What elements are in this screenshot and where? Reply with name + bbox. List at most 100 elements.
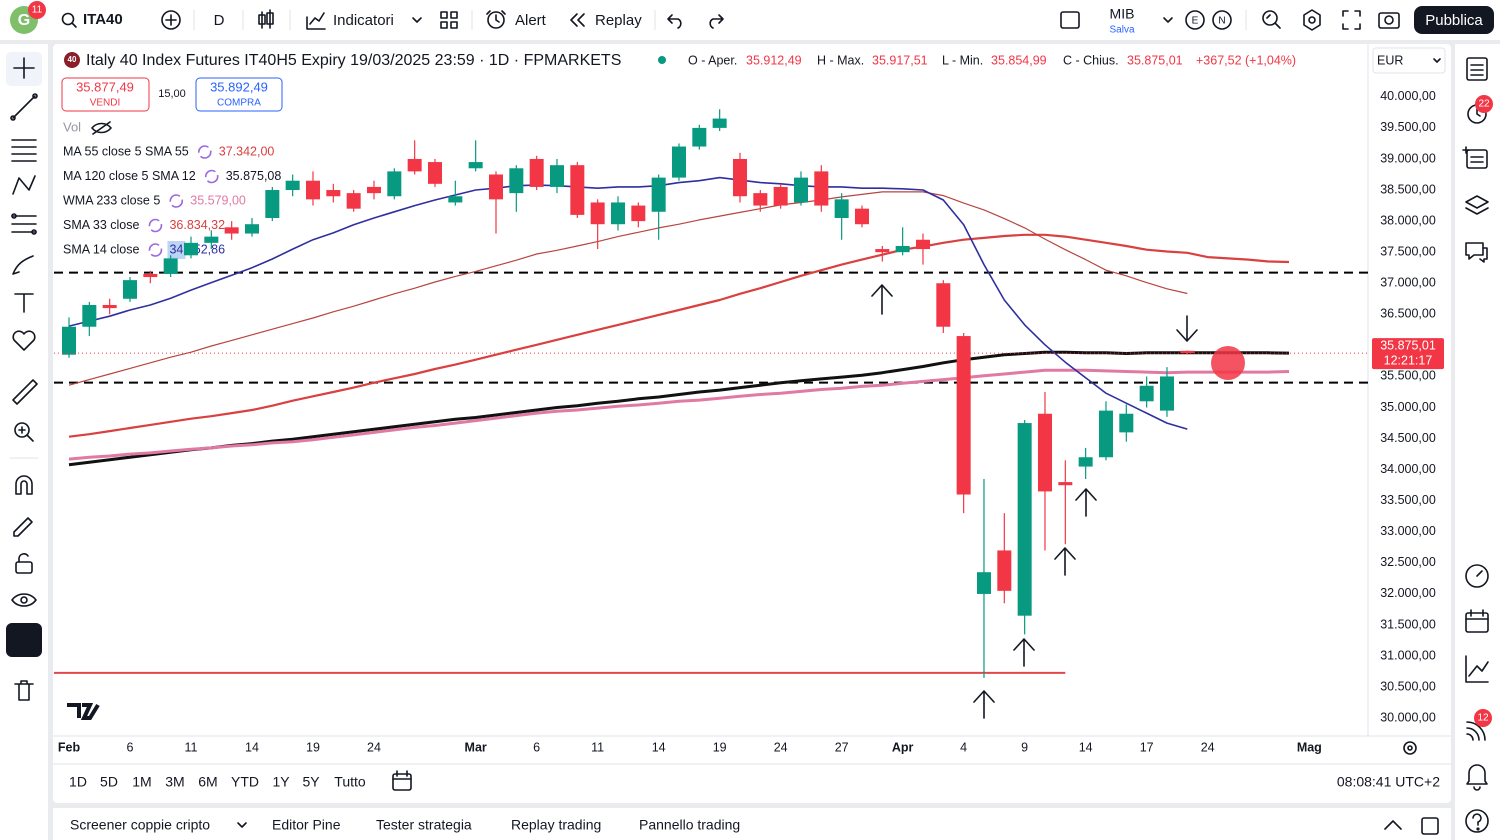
- redo[interactable]: [709, 14, 724, 29]
- earnings-toggle[interactable]: E: [1185, 10, 1205, 30]
- lock-tool[interactable]: [18, 553, 29, 563]
- redo[interactable]: [709, 14, 724, 29]
- settings[interactable]: [1303, 9, 1321, 31]
- templates[interactable]: [440, 11, 448, 19]
- layout-menu[interactable]: Salva: [1109, 25, 1134, 36]
- alert-button[interactable]: Alert: [486, 10, 547, 29]
- chart-type[interactable]: [266, 12, 274, 25]
- symbol-search[interactable]: ITA40: [61, 11, 123, 28]
- magnet-tool[interactable]: [15, 475, 33, 495]
- drawing-mode-tool[interactable]: [13, 517, 33, 537]
- indicator-name[interactable]: SMA 33 close: [63, 218, 139, 232]
- pattern-tool[interactable]: [12, 175, 36, 195]
- drawing-mode-tool[interactable]: [13, 517, 33, 537]
- magnet-tool[interactable]: [15, 475, 33, 495]
- crosshair-tool[interactable]: [13, 57, 35, 79]
- replay-button[interactable]: Replay: [570, 12, 642, 29]
- projection-tool[interactable]: [11, 213, 37, 235]
- fullscreen[interactable]: [1342, 10, 1361, 30]
- measure-tool[interactable]: [12, 379, 38, 405]
- alerts-badge[interactable]: 22: [1478, 99, 1490, 110]
- templates[interactable]: [440, 11, 458, 29]
- link-tool[interactable]: [12, 630, 36, 650]
- chat[interactable]: [1465, 242, 1484, 260]
- layers[interactable]: [1465, 195, 1489, 215]
- news-toggle[interactable]: N: [1212, 10, 1232, 30]
- line-tool[interactable]: [12, 95, 36, 119]
- gauge[interactable]: [1476, 570, 1483, 577]
- calendar[interactable]: [1465, 609, 1489, 633]
- line-tool[interactable]: [10, 115, 16, 121]
- object-tree[interactable]: [1466, 149, 1488, 169]
- indicator-name[interactable]: MA 120 close 5 SMA 12: [63, 169, 196, 183]
- streams[interactable]: 12: [1466, 709, 1492, 741]
- help[interactable]: [1476, 827, 1480, 831]
- notifications[interactable]: [1466, 764, 1488, 791]
- templates[interactable]: [450, 21, 458, 29]
- bottom-tab[interactable]: Replay trading: [511, 817, 601, 833]
- range-button[interactable]: 6M: [198, 774, 217, 790]
- layout-menu[interactable]: [1163, 17, 1173, 23]
- chat[interactable]: [1479, 247, 1488, 263]
- symbol-search[interactable]: ITA40: [83, 11, 123, 28]
- indicators-button[interactable]: [306, 12, 326, 30]
- notifications-badge[interactable]: 12: [1477, 713, 1489, 724]
- zoom-tool[interactable]: [14, 422, 30, 438]
- pine-chart[interactable]: [1465, 655, 1489, 683]
- sell-button[interactable]: [61, 77, 150, 112]
- fullscreen-layout[interactable]: [1060, 11, 1080, 29]
- buy-button[interactable]: 35.892,49 COMPRA: [195, 77, 283, 112]
- lock-tool[interactable]: [15, 553, 33, 574]
- buy-button[interactable]: 35.892,49: [210, 79, 268, 94]
- indicator-name[interactable]: MA 55 close 5 SMA 55: [63, 144, 189, 158]
- replay-button[interactable]: Replay: [595, 12, 642, 29]
- chart-type[interactable]: [258, 9, 274, 29]
- currency-select[interactable]: [1372, 47, 1446, 74]
- object-tree[interactable]: [1462, 146, 1484, 163]
- bottom-tab[interactable]: Pannello trading: [639, 817, 740, 833]
- axis-settings[interactable]: [1403, 741, 1417, 755]
- zoom-tool[interactable]: [14, 422, 34, 442]
- chat[interactable]: [1465, 242, 1488, 263]
- quick-search[interactable]: [1262, 10, 1281, 29]
- screenshot[interactable]: [1384, 15, 1394, 25]
- gauge[interactable]: [1465, 564, 1489, 588]
- goto-date[interactable]: [392, 770, 412, 791]
- watchlist[interactable]: [1466, 57, 1488, 81]
- indicators-button[interactable]: [412, 17, 422, 23]
- sell-button[interactable]: 35.877,49: [76, 79, 134, 94]
- crosshair-tool[interactable]: [13, 57, 35, 79]
- watchlist[interactable]: [1466, 57, 1488, 81]
- bottom-tab[interactable]: Editor Pine: [272, 817, 341, 833]
- currency-select[interactable]: EUR: [1377, 53, 1403, 67]
- buy-button[interactable]: COMPRA: [217, 98, 261, 109]
- layout-menu[interactable]: MIB: [1110, 6, 1135, 22]
- range-button[interactable]: 5D: [100, 774, 118, 790]
- streams[interactable]: [1474, 709, 1492, 727]
- alert-button[interactable]: Alert: [515, 12, 547, 29]
- add-symbol[interactable]: [161, 10, 181, 30]
- indicator-name[interactable]: SMA 14 close: [63, 242, 139, 256]
- delete-tool[interactable]: [14, 680, 34, 701]
- add-symbol[interactable]: [165, 14, 177, 26]
- fib-tool[interactable]: [11, 139, 37, 162]
- collapse-panel[interactable]: [1384, 820, 1402, 830]
- bottom-tab[interactable]: Tester strategia: [376, 817, 472, 833]
- range-button[interactable]: 1D: [69, 774, 87, 790]
- range-button[interactable]: Tutto: [334, 774, 366, 790]
- gauge[interactable]: [1465, 564, 1489, 588]
- delete-tool[interactable]: [14, 680, 34, 701]
- earnings-toggle[interactable]: E: [1192, 16, 1199, 27]
- watchlist[interactable]: [1470, 64, 1484, 76]
- line-tool[interactable]: [10, 93, 38, 121]
- earnings-toggle[interactable]: [1185, 10, 1205, 30]
- settings[interactable]: [1308, 16, 1316, 24]
- avatar[interactable]: [28, 1, 46, 19]
- range-button[interactable]: 3M: [165, 774, 184, 790]
- collapse-panel[interactable]: [1384, 820, 1402, 830]
- range-button[interactable]: 1M: [132, 774, 151, 790]
- goto-date[interactable]: [392, 770, 412, 780]
- symbol-search[interactable]: [61, 12, 75, 26]
- interval[interactable]: D: [214, 12, 225, 29]
- pine-chart[interactable]: [1465, 655, 1489, 683]
